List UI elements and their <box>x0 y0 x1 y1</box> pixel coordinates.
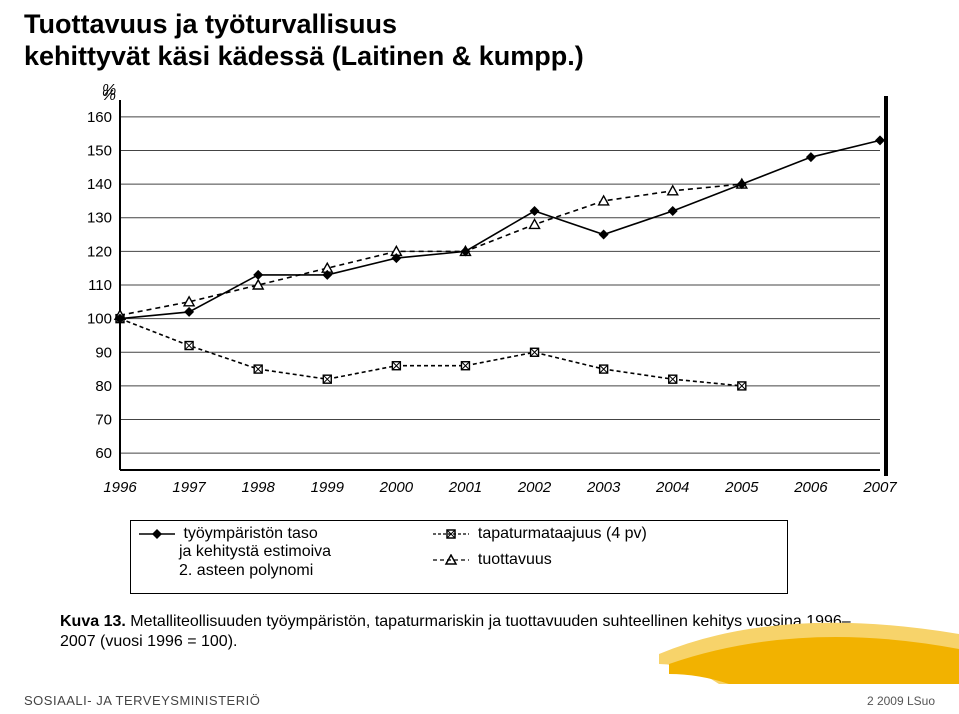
svg-text:90: 90 <box>95 344 112 361</box>
figure-caption: Kuva 13. Metalliteollisuuden työympärist… <box>60 612 880 652</box>
title-line1: Tuottavuus ja työturvallisuus <box>24 9 397 39</box>
svg-text:2007: 2007 <box>862 479 897 496</box>
svg-text:1999: 1999 <box>311 479 345 496</box>
legend-triangle-icon <box>433 554 469 566</box>
svg-text:2002: 2002 <box>517 479 552 496</box>
svg-text:1998: 1998 <box>241 479 275 496</box>
caption-rest: Metalliteollisuuden työympäristön, tapat… <box>60 613 851 650</box>
svg-text:2003: 2003 <box>586 479 621 496</box>
svg-text:150: 150 <box>87 142 112 159</box>
svg-text:2001: 2001 <box>448 479 482 496</box>
svg-text:2005: 2005 <box>724 479 759 496</box>
legend-diamond-icon <box>139 528 175 540</box>
y-axis-label: % <box>102 82 116 100</box>
legend-square-icon <box>433 528 469 540</box>
legend-text-1a: työympäristön taso <box>183 525 317 542</box>
page-title: Tuottavuus ja työturvallisuus kehittyvät… <box>24 8 584 73</box>
svg-text:1997: 1997 <box>172 479 206 496</box>
svg-text:2004: 2004 <box>655 479 689 496</box>
legend-text-1c: 2. asteen polynomi <box>179 562 313 579</box>
svg-text:110: 110 <box>88 277 112 294</box>
title-line2: kehittyvät käsi kädessä (Laitinen & kump… <box>24 41 584 71</box>
svg-text:160: 160 <box>87 109 112 126</box>
svg-text:140: 140 <box>87 176 112 193</box>
caption-strong: Kuva 13. <box>60 613 126 630</box>
svg-text:2006: 2006 <box>793 479 828 496</box>
svg-text:60: 60 <box>95 445 112 462</box>
svg-text:2000: 2000 <box>379 479 414 496</box>
legend-text-1b: ja kehitystä estimoiva <box>179 543 331 560</box>
svg-text:120: 120 <box>87 243 112 260</box>
chart-legend: työympäristön taso ja kehitystä estimoiv… <box>130 520 788 594</box>
svg-text:130: 130 <box>87 210 112 227</box>
footer-page-info: 2 2009 LSuo <box>867 694 935 708</box>
footer-ministry: SOSIAALI- JA TERVEYSMINISTERIÖ <box>24 693 260 708</box>
legend-text-2: tapaturmataajuus (4 pv) <box>478 525 647 542</box>
svg-text:70: 70 <box>95 412 112 429</box>
legend-text-3: tuottavuus <box>478 551 552 568</box>
svg-text:80: 80 <box>95 378 112 395</box>
chart-container: 60708090100110120130140150160%1996199719… <box>60 90 900 510</box>
svg-text:1996: 1996 <box>103 479 137 496</box>
svg-text:100: 100 <box>87 311 112 328</box>
line-chart: 60708090100110120130140150160%1996199719… <box>60 90 900 510</box>
